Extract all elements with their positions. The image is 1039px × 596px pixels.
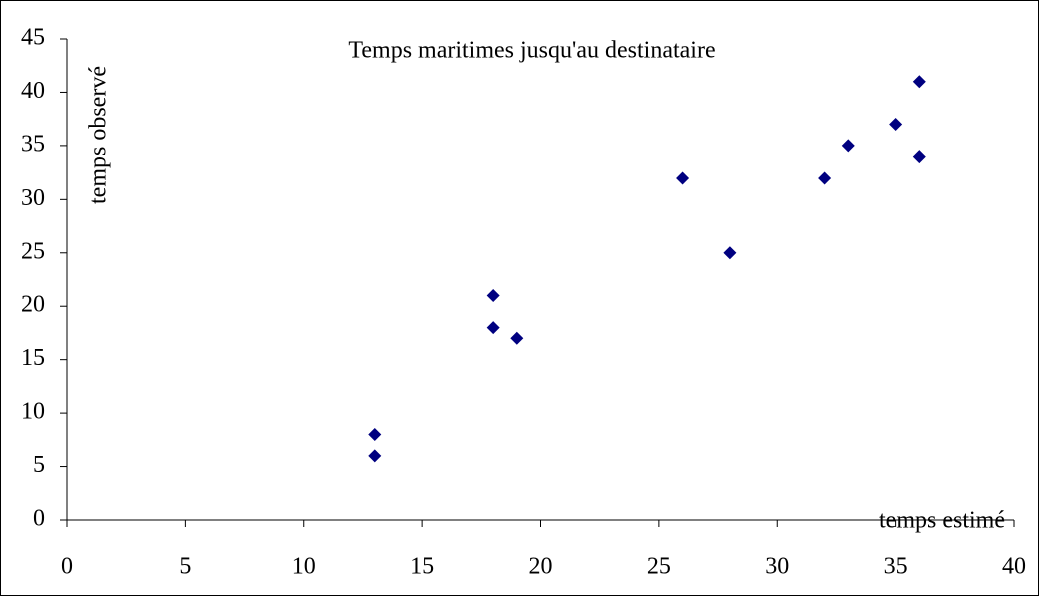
scatter-point [723, 246, 737, 260]
y-axis-label: temps observé [86, 66, 112, 204]
scatter-point [510, 331, 524, 345]
scatter-point [486, 289, 500, 303]
scatter-point [818, 171, 832, 185]
x-tick-label: 35 [884, 554, 908, 580]
scatter-point [368, 449, 382, 463]
y-tick-label: 10 [21, 399, 45, 425]
scatter-point [676, 171, 690, 185]
x-tick-label: 20 [529, 554, 553, 580]
y-tick-label: 25 [21, 238, 45, 264]
x-tick-label: 0 [61, 554, 73, 580]
chart-title: Temps maritimes jusqu'au destinataire [348, 38, 715, 64]
y-tick-label: 30 [21, 185, 45, 211]
y-tick-label: 40 [21, 78, 45, 104]
y-tick-label: 15 [21, 345, 45, 371]
y-tick-label: 5 [33, 452, 45, 478]
y-tick-label: 0 [33, 506, 45, 532]
y-tick-label: 45 [21, 25, 45, 51]
x-tick-label: 15 [410, 554, 434, 580]
y-tick-label: 20 [21, 292, 45, 318]
x-tick-label: 30 [765, 554, 789, 580]
x-tick-label: 10 [292, 554, 316, 580]
x-tick-label: 40 [1002, 554, 1026, 580]
y-tick-label: 35 [21, 131, 45, 157]
x-tick-label: 5 [179, 554, 191, 580]
scatter-point [486, 321, 500, 335]
x-axis-label: temps estimé [879, 508, 1005, 534]
x-tick-label: 25 [647, 554, 671, 580]
scatter-point [368, 427, 382, 441]
scatter-point [912, 150, 926, 164]
scatter-point [912, 75, 926, 89]
scatter-point [889, 118, 903, 132]
scatter-point [841, 139, 855, 153]
